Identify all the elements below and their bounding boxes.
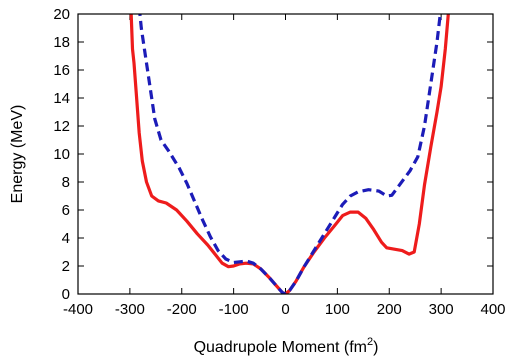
x-tick-labels: -400 -300 -200 -100 0 100 200 300 400 [63, 301, 506, 318]
x-tick-label: 400 [480, 301, 505, 318]
x-axis-label: Quadrupole Moment (fm2) [194, 336, 379, 356]
x-axis-unit-suffix: ) [373, 339, 378, 356]
x-axis-unit-prefix: (fm [344, 339, 367, 356]
series-layer [129, 14, 450, 294]
y-tick-label: 16 [53, 62, 70, 79]
x-tick-label: -300 [115, 301, 145, 318]
y-tick-label: 10 [53, 146, 70, 163]
x-tick-label: -100 [219, 301, 249, 318]
x-tick-label: 200 [377, 301, 402, 318]
y-tick-label: 0 [62, 286, 70, 303]
y-axis-label: Energy (MeV) [9, 105, 26, 204]
y-tick-label: 6 [62, 202, 70, 219]
x-tick-label: -400 [63, 301, 93, 318]
x-tick-label: 0 [281, 301, 289, 318]
dashed-series-line [138, 14, 442, 294]
plot-frame [77, 13, 494, 295]
x-tick-label: 300 [429, 301, 454, 318]
x-tick-label: -200 [167, 301, 197, 318]
y-tick-label: 12 [53, 118, 70, 135]
y-tick-label: 14 [53, 90, 70, 107]
y-tick-label: 20 [53, 6, 70, 23]
y-tick-label: 2 [62, 258, 70, 275]
y-tick-label: 8 [62, 174, 70, 191]
x-axis-label-text: Quadrupole Moment [194, 339, 340, 356]
x-axis-unit-exponent: 2 [367, 336, 373, 348]
x-tick-label: 100 [325, 301, 350, 318]
y-tick-labels: 0 2 4 6 8 10 12 14 16 18 20 [53, 6, 70, 303]
y-tick-label: 4 [62, 230, 70, 247]
solid-series-line [129, 14, 450, 294]
y-tick-label: 18 [53, 34, 70, 51]
